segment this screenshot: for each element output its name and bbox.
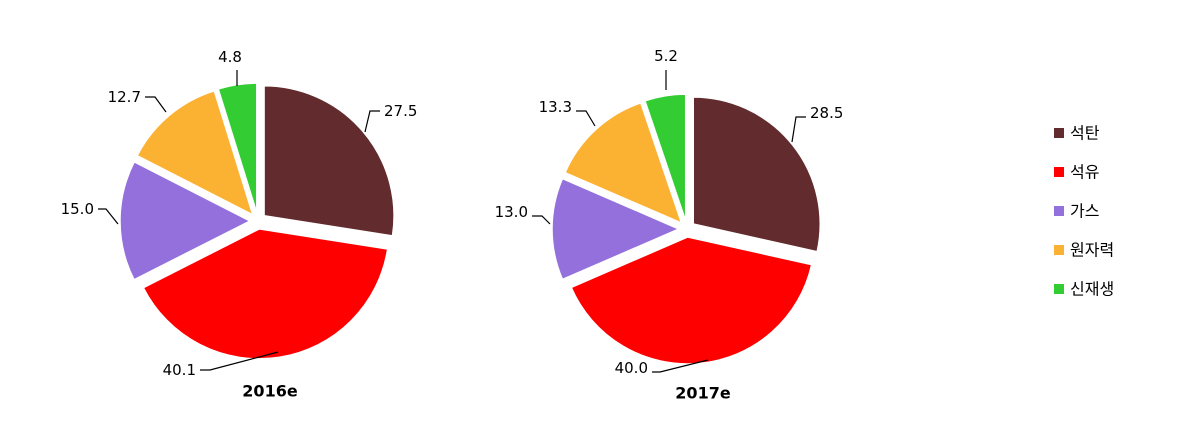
data-label-oil-2017e: 40.0: [615, 359, 648, 377]
leader-line: [98, 208, 119, 225]
legend-label-renewable: 신재생: [1070, 280, 1114, 299]
legend-label-gas: 가스: [1070, 202, 1099, 221]
pie-slice-coal-2016e: [263, 85, 395, 237]
pie-slice-gas-2016e: [119, 160, 252, 281]
leader-line: [791, 116, 806, 143]
pie-2017e: 28.5 40.0 13.0 13.3 5.2 2017e: [495, 47, 844, 403]
data-label-nuclear-2016e: 12.7: [108, 88, 141, 106]
pie-slice-nuclear-2017e: [564, 101, 683, 225]
pie-slice-nuclear-2016e: [136, 89, 255, 217]
leader-line: [364, 110, 380, 133]
pie-slice-coal-2017e: [692, 96, 821, 253]
legend-swatch-nuclear: [1054, 245, 1064, 255]
leader-line: [652, 359, 709, 373]
data-label-renewable-2016e: 4.8: [218, 48, 242, 66]
data-label-coal-2017e: 28.5: [810, 104, 843, 122]
legend-label-oil: 석유: [1070, 163, 1099, 182]
data-label-renewable-2017e: 5.2: [654, 47, 678, 65]
legend-label-nuclear: 원자력: [1070, 241, 1114, 260]
legend-swatch-coal: [1054, 128, 1064, 138]
pie-title-2016e: 2016e: [242, 382, 298, 401]
legend-swatch-gas: [1054, 206, 1064, 216]
leader-line: [145, 96, 167, 113]
legend-swatch-oil: [1054, 167, 1064, 177]
data-label-gas-2017e: 13.0: [495, 203, 528, 221]
data-label-oil-2016e: 40.1: [163, 361, 196, 379]
legend: 석탄 석유 가스 원자력 신재생: [1054, 124, 1114, 299]
pie-slice-oil-2017e: [570, 236, 813, 365]
leader-line: [576, 110, 596, 127]
pie-slice-gas-2017e: [551, 177, 681, 281]
leader-line: [200, 351, 279, 371]
pie-slice-oil-2016e: [142, 228, 389, 360]
data-label-nuclear-2017e: 13.3: [539, 98, 572, 116]
data-label-gas-2016e: 15.0: [61, 200, 94, 218]
data-label-coal-2016e: 27.5: [384, 102, 417, 120]
legend-label-coal: 석탄: [1070, 124, 1100, 143]
legend-swatch-renewable: [1054, 284, 1064, 294]
pie-slice-renewable-2017e: [643, 93, 687, 222]
pie-title-2017e: 2017e: [675, 384, 731, 403]
pie-2016e: 27.5 40.1 15.0 12.7 4.8 2016e: [61, 48, 418, 401]
leader-line: [532, 215, 551, 225]
